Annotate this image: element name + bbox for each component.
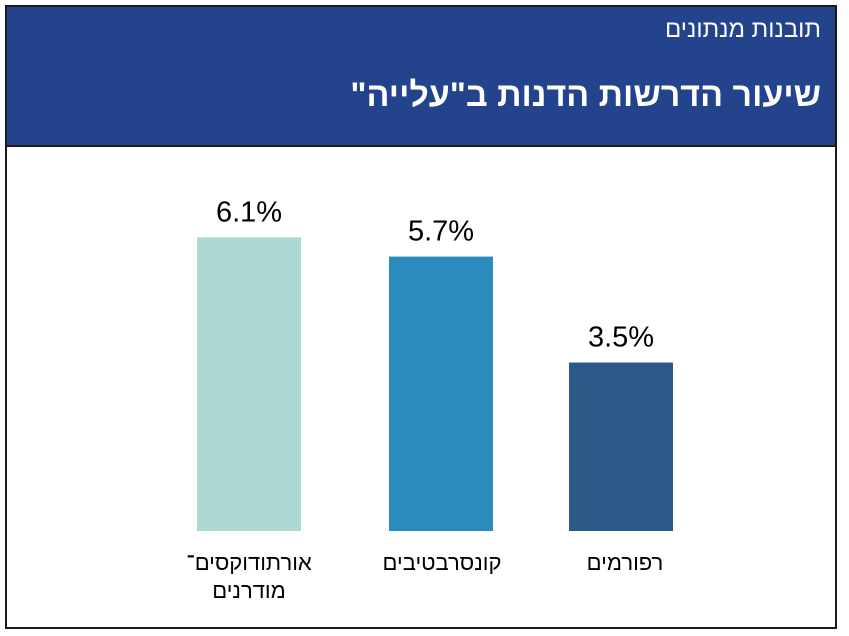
value-label-conservative: 5.7% — [408, 216, 474, 248]
category-label-conservative: קונסרבטיבים — [382, 550, 502, 575]
bar-conservative — [389, 256, 493, 531]
header-kicker: תובנות מנתונים — [664, 16, 821, 43]
bar-modern-orthodox — [197, 237, 301, 532]
category-label-modern-orthodox: אורתודוקסים־ מודרנים — [186, 550, 312, 603]
category-label-reform: רפורמים — [586, 550, 664, 575]
value-label-modern-orthodox: 6.1% — [216, 196, 282, 228]
bar-reform — [569, 362, 673, 531]
bar-chart: 6.1% 5.7% 3.5% — [197, 196, 673, 532]
header-banner: תובנות מנתונים שיעור הדרשות הדנות ב"עליי… — [7, 7, 835, 147]
chart-frame: תובנות מנתונים שיעור הדרשות הדנות ב"עליי… — [5, 5, 837, 629]
chart-title: שיעור הדרשות הדנות ב"עלייה" — [350, 76, 821, 114]
value-label-reform: 3.5% — [588, 322, 654, 354]
